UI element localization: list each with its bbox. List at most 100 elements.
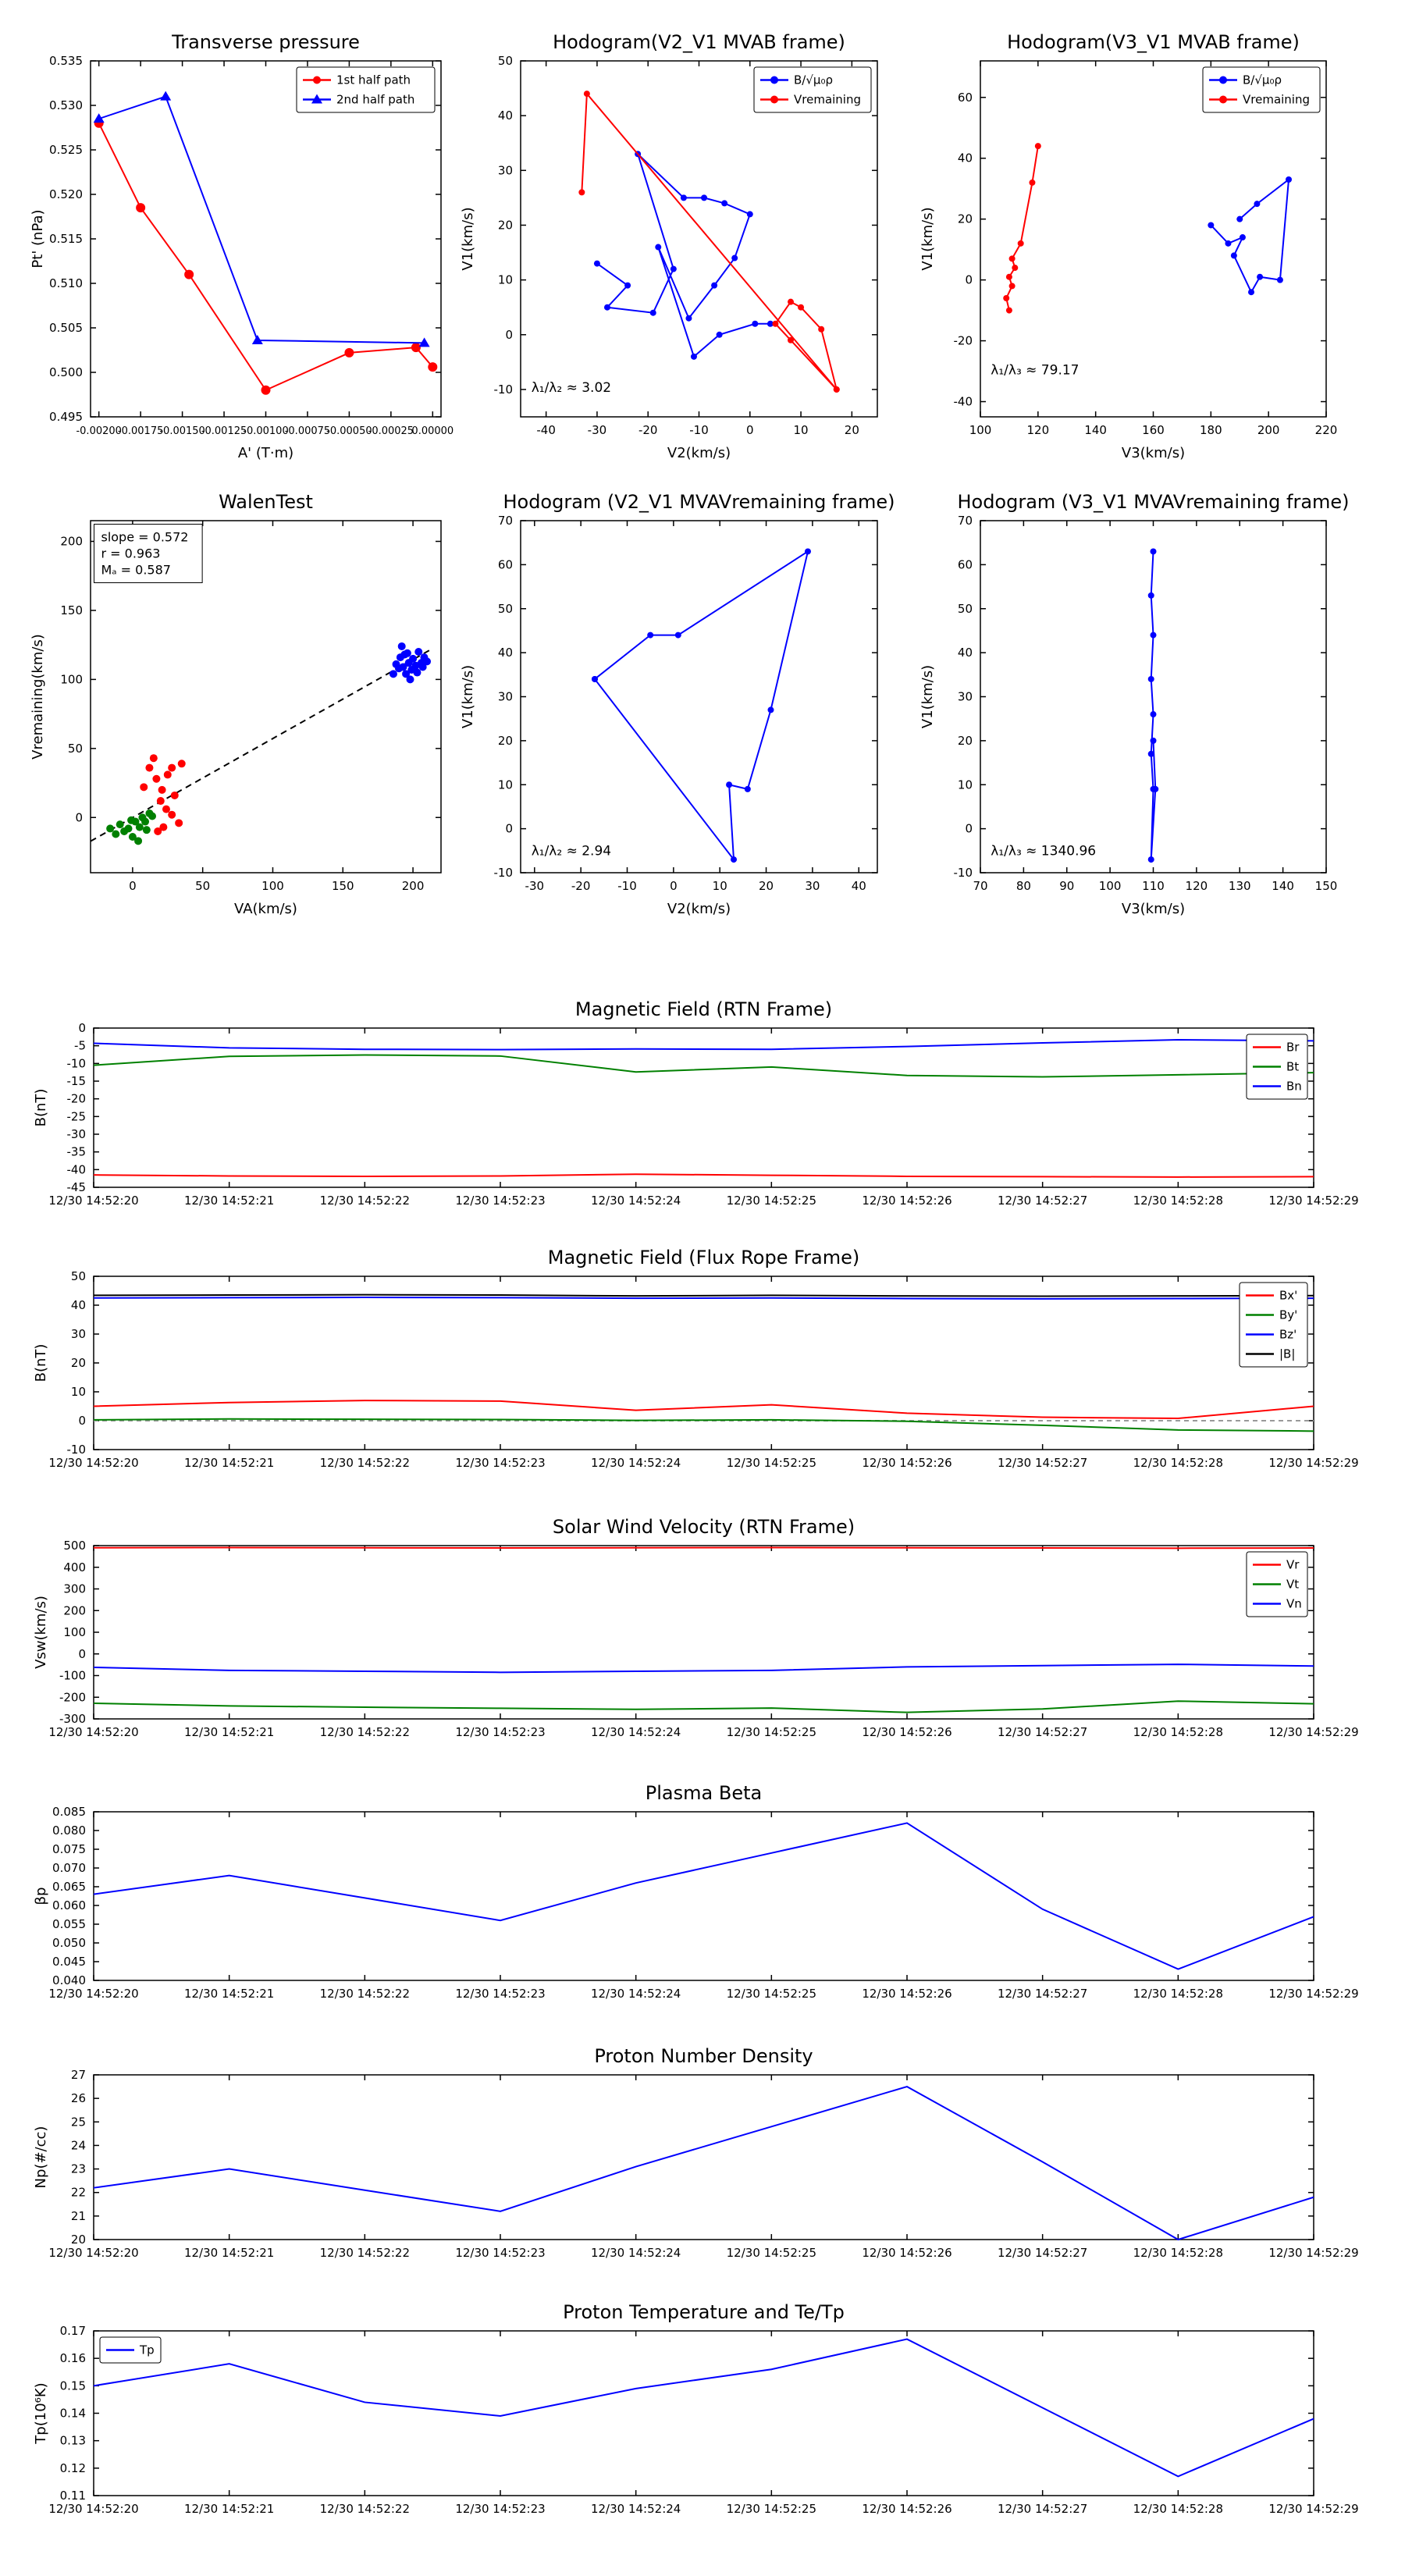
x-axis-label: V3(km/s) xyxy=(1122,901,1185,917)
x-tick-label: -0.00050 xyxy=(326,425,372,437)
y-axis-label: V1(km/s) xyxy=(460,207,476,270)
scatter-red-marker xyxy=(168,810,176,819)
proton-temperature-plot: 12/30 14:52:20 12/30 14:52:21 12/30 14:52:… xyxy=(33,2301,1359,2516)
Bz'-line xyxy=(93,1297,1314,1300)
x-tick-label: 12/30 14:52:28 xyxy=(1133,2246,1223,2260)
x-tick-label: -30 xyxy=(525,879,545,893)
Vremaining-marker xyxy=(772,320,779,327)
legend-label: Bx' xyxy=(1279,1289,1297,1303)
B-hodogram-marker xyxy=(731,856,738,863)
B-hodogram-line xyxy=(594,550,809,863)
x-tick-label: 12/30 14:52:27 xyxy=(998,1725,1087,1739)
annotation-text: λ₁/λ₃ ≈ 1340.96 xyxy=(991,843,1096,859)
chart-hodogram-v3v1-mvav-rem: 70 80 90 100 110 120 130 140 150 -10 0 10 20 30 40 50 60… xyxy=(919,491,1350,917)
x-tick-label: -20 xyxy=(571,879,591,893)
B-hodogram-marker xyxy=(1150,737,1157,744)
y-tick-label: 0.065 xyxy=(52,1880,86,1894)
y-axis-label: Np(#/cc) xyxy=(33,2126,49,2189)
magnetic-field-fluxrope-plot: 12/30 14:52:20 12/30 14:52:21 12/30 14:52:… xyxy=(33,1247,1359,1470)
y-tick-label: 26 xyxy=(71,2091,86,2105)
x-tick-label: 40 xyxy=(852,879,866,893)
x-tick-label: 12/30 14:52:26 xyxy=(862,1987,951,2001)
y-tick-label: 30 xyxy=(498,163,513,177)
B/√μ₀ρ-marker xyxy=(624,282,631,289)
Vremaining-marker xyxy=(1008,283,1016,290)
legend-label: Vremaining xyxy=(1243,93,1310,107)
chart-title: Magnetic Field (RTN Frame) xyxy=(575,998,832,1020)
B-hodogram-marker xyxy=(1150,711,1157,718)
y-tick-label: 20 xyxy=(71,1356,86,1370)
y-tick-label: 0.075 xyxy=(52,1842,86,1856)
legend-label: Vn xyxy=(1286,1597,1302,1611)
hodogram-v2v1-mvav-remaining-plot: -30 -20 -10 0 10 20 30 40 -10 0 10 20 30 40 50 60 70Hodo… xyxy=(460,491,895,917)
legend-sample-marker xyxy=(770,95,778,104)
Vremaining-marker xyxy=(1005,307,1012,314)
x-tick-label: 12/30 14:52:28 xyxy=(1133,1987,1223,2001)
y-tick-label: -20 xyxy=(67,1092,87,1106)
legend-sample-marker xyxy=(770,76,778,84)
axes-frame xyxy=(93,1545,1314,1720)
x-tick-label: 12/30 14:52:22 xyxy=(320,1725,410,1739)
y-axis-label: Tp(10⁶K) xyxy=(33,2382,49,2444)
Vremaining-marker xyxy=(818,326,825,333)
x-tick-label: -10 xyxy=(617,879,637,893)
Vremaining-marker xyxy=(583,91,590,98)
y-tick-label: 22 xyxy=(71,2186,86,2200)
scatter-red-marker xyxy=(152,774,161,783)
y-tick-label: 300 xyxy=(63,1582,86,1596)
2nd half path-line xyxy=(98,95,425,344)
Vt-line xyxy=(93,1700,1314,1713)
scatter-red-marker xyxy=(162,805,170,813)
x-tick-label: 12/30 14:52:23 xyxy=(455,1456,545,1470)
B/√μ₀ρ-marker xyxy=(731,254,738,262)
x-tick-label: 12/30 14:52:27 xyxy=(998,1456,1087,1470)
y-tick-label: 0 xyxy=(75,810,83,824)
y-tick-label: -10 xyxy=(494,866,514,880)
x-tick-label: -0.00200 xyxy=(76,425,121,437)
y-tick-label: 200 xyxy=(60,535,83,549)
x-tick-label: 12/30 14:52:27 xyxy=(998,2246,1087,2260)
x-tick-label: 12/30 14:52:24 xyxy=(591,1987,681,2001)
chart-title: Proton Temperature and Te/Tp xyxy=(563,2301,845,2323)
scatter-green-marker xyxy=(116,820,124,829)
y-axis-label: V1(km/s) xyxy=(919,207,936,270)
chart-hodogram-v2v1-mvab: -40 -30 -20 -10 0 10 20 -10 0 10 20 30 40 50 Hodogram(… xyxy=(460,31,878,461)
y-tick-label: 20 xyxy=(498,734,513,748)
2nd half path-marker xyxy=(251,334,263,344)
x-tick-label: -40 xyxy=(536,423,556,437)
x-tick-label: 12/30 14:52:25 xyxy=(727,1194,816,1208)
y-tick-label: -35 xyxy=(67,1145,87,1159)
scatter-red-marker xyxy=(163,770,172,779)
x-tick-label: 12/30 14:52:29 xyxy=(1268,1725,1358,1739)
y-tick-label: 0.525 xyxy=(49,143,83,157)
axes-frame xyxy=(520,520,878,873)
x-tick-label: 120 xyxy=(1186,879,1208,893)
x-tick-label: 12/30 14:52:23 xyxy=(455,2246,545,2260)
x-axis-label: V2(km/s) xyxy=(667,901,731,917)
y-tick-label: 0 xyxy=(78,1021,86,1035)
scatter-blue-marker xyxy=(402,670,411,678)
y-tick-label: 30 xyxy=(498,690,513,704)
legend-label: B/√μ₀ρ xyxy=(1243,73,1282,87)
B-hodogram-marker xyxy=(647,632,654,639)
chart-transverse-pressure: -0.00200 -0.00175 -0.00150 -0.00125 -0.00100… xyxy=(30,31,454,461)
y-tick-label: 0 xyxy=(965,822,973,836)
x-tick-label: 12/30 14:52:25 xyxy=(727,2502,816,2516)
x-tick-label: 12/30 14:52:23 xyxy=(455,1725,545,1739)
y-tick-label: 20 xyxy=(958,734,973,748)
y-axis-label: V1(km/s) xyxy=(919,665,936,728)
x-tick-label: 150 xyxy=(332,879,354,893)
Vr-line xyxy=(93,1546,1314,1550)
x-tick-label: 12/30 14:52:29 xyxy=(1268,2502,1358,2516)
stats-line: Mₐ = 0.587 xyxy=(101,563,170,578)
Bx'-line xyxy=(93,1400,1314,1420)
y-tick-label: 20 xyxy=(958,212,973,226)
chart-title: Plasma Beta xyxy=(646,1782,762,1804)
B/√μ₀ρ-marker xyxy=(1236,215,1243,222)
Vremaining-marker xyxy=(1034,143,1041,150)
x-tick-label: 12/30 14:52:27 xyxy=(998,2502,1087,2516)
scatter-red-marker xyxy=(175,819,183,827)
axes-frame xyxy=(93,1276,1314,1450)
legend-box xyxy=(1202,66,1321,113)
